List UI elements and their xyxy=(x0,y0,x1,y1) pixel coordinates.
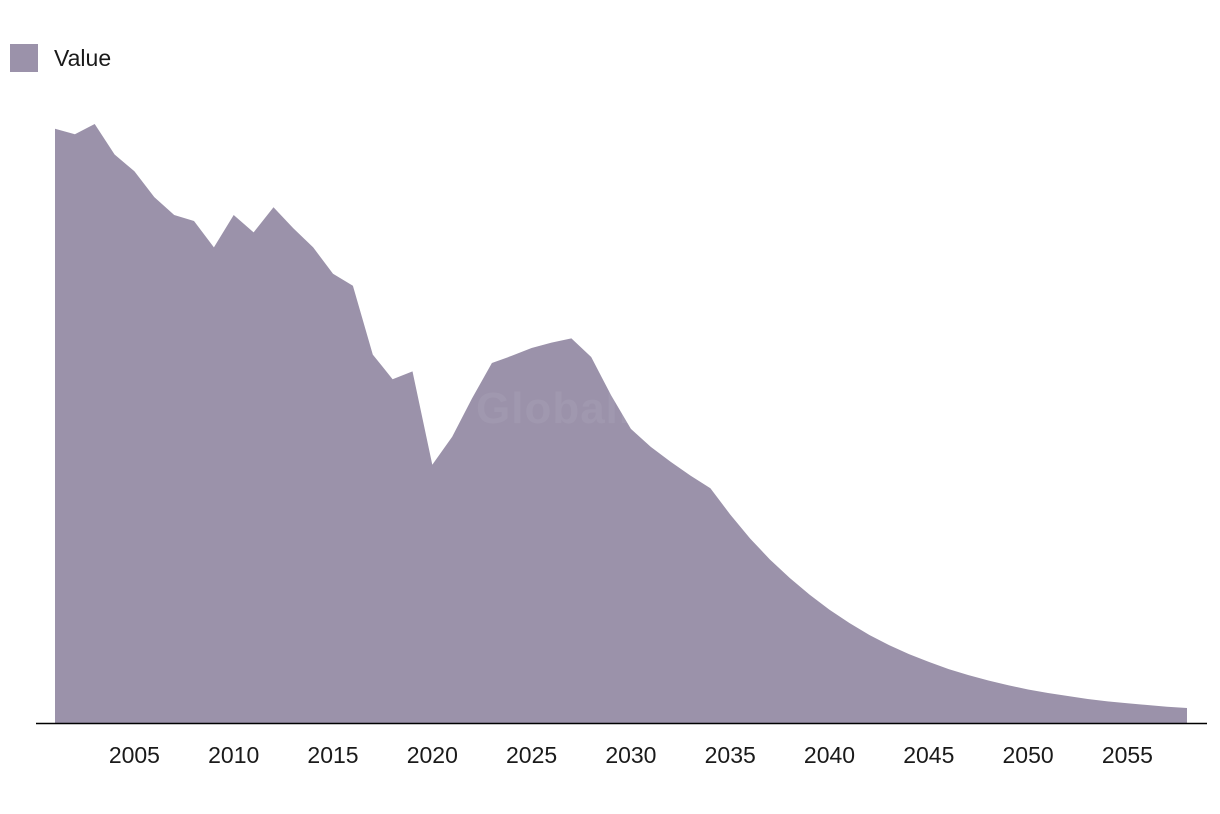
legend-label: Value xyxy=(54,44,112,71)
x-tick-label: 2055 xyxy=(1102,742,1153,768)
legend-swatch xyxy=(10,44,38,72)
x-tick-label: 2040 xyxy=(804,742,855,768)
x-tick-label: 2035 xyxy=(705,742,756,768)
x-tick-label: 2050 xyxy=(1003,742,1054,768)
x-tick-label: 2045 xyxy=(903,742,954,768)
x-tick-label: 2030 xyxy=(605,742,656,768)
x-tick-label: 2005 xyxy=(109,742,160,768)
watermark: GlobalData xyxy=(476,384,719,433)
x-axis-ticks: 2005 2010 2015 2020 2025 2030 2035 2040 2045 2050… xyxy=(109,742,1153,768)
x-tick-label: 2020 xyxy=(407,742,458,768)
area-series-value xyxy=(55,124,1187,723)
legend: Value xyxy=(10,44,111,72)
x-tick-label: 2015 xyxy=(307,742,358,768)
x-tick-label: 2025 xyxy=(506,742,557,768)
x-tick-label: 2010 xyxy=(208,742,259,768)
